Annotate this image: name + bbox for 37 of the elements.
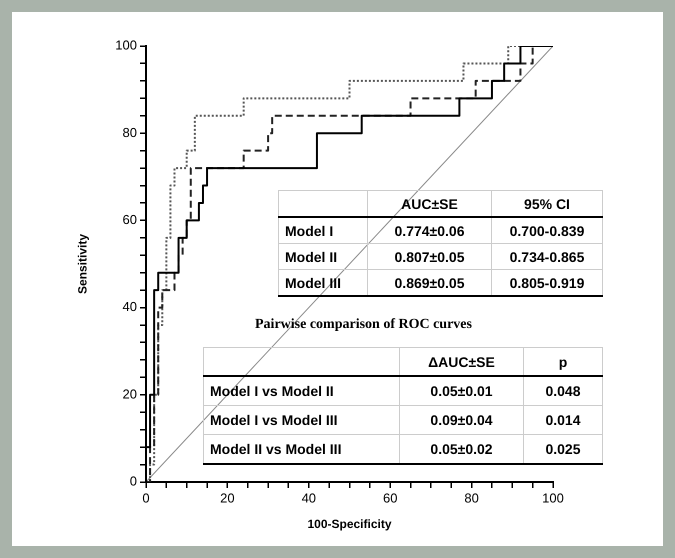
- annotation: 95% CI: [492, 190, 602, 217]
- annotation: 0.05±0.01: [400, 376, 524, 406]
- annotation: 0.805-0.919: [492, 270, 602, 296]
- x-tick-label: 0: [142, 490, 150, 506]
- annotation: 0.05±0.02: [400, 434, 524, 464]
- annotation: ΔAUC±SE: [400, 348, 524, 376]
- x-tick-label: 20: [220, 490, 235, 506]
- annotation: 0.048: [524, 376, 602, 406]
- y-tick-label: 20: [122, 386, 137, 402]
- annotation: Model I vs Model II: [204, 376, 400, 406]
- y-tick-label: 80: [122, 124, 137, 140]
- x-tick-label: 80: [464, 490, 479, 506]
- y-axis-title: Sensitivity: [76, 234, 90, 294]
- annotation: Model II: [278, 244, 368, 270]
- annotation: 0.734-0.865: [492, 244, 602, 270]
- x-tick-label: 60: [382, 490, 398, 506]
- x-axis-title: 100-Specificity: [307, 517, 392, 532]
- x-tick-label: 40: [302, 490, 316, 506]
- annotation: Model III: [278, 270, 368, 296]
- y-tick-label: 40: [122, 299, 137, 314]
- y-tick-label: 0: [130, 474, 137, 489]
- y-tick-label: 100: [115, 38, 137, 53]
- x-tick-label: 100: [542, 490, 564, 506]
- text: p: [524, 348, 602, 376]
- annotation: 0.014: [524, 406, 602, 434]
- annotation: AUC±SE: [368, 190, 492, 217]
- annotation: 0.774±0.06: [368, 217, 492, 244]
- annotation: Model I vs Model III: [204, 406, 400, 434]
- annotation: Model I: [278, 217, 368, 244]
- annotation: 0.09±0.04: [400, 406, 524, 434]
- annotation: 0.025: [524, 434, 602, 464]
- annotation: 0.807±0.05: [368, 244, 492, 270]
- y-tick-label: 60: [122, 212, 137, 227]
- annotation: 0.700-0.839: [492, 217, 602, 244]
- annotation: Pairwise comparison of ROC curves: [255, 317, 472, 333]
- annotation: 0.869±0.05: [368, 270, 492, 296]
- annotation: Model II vs Model III: [204, 434, 400, 464]
